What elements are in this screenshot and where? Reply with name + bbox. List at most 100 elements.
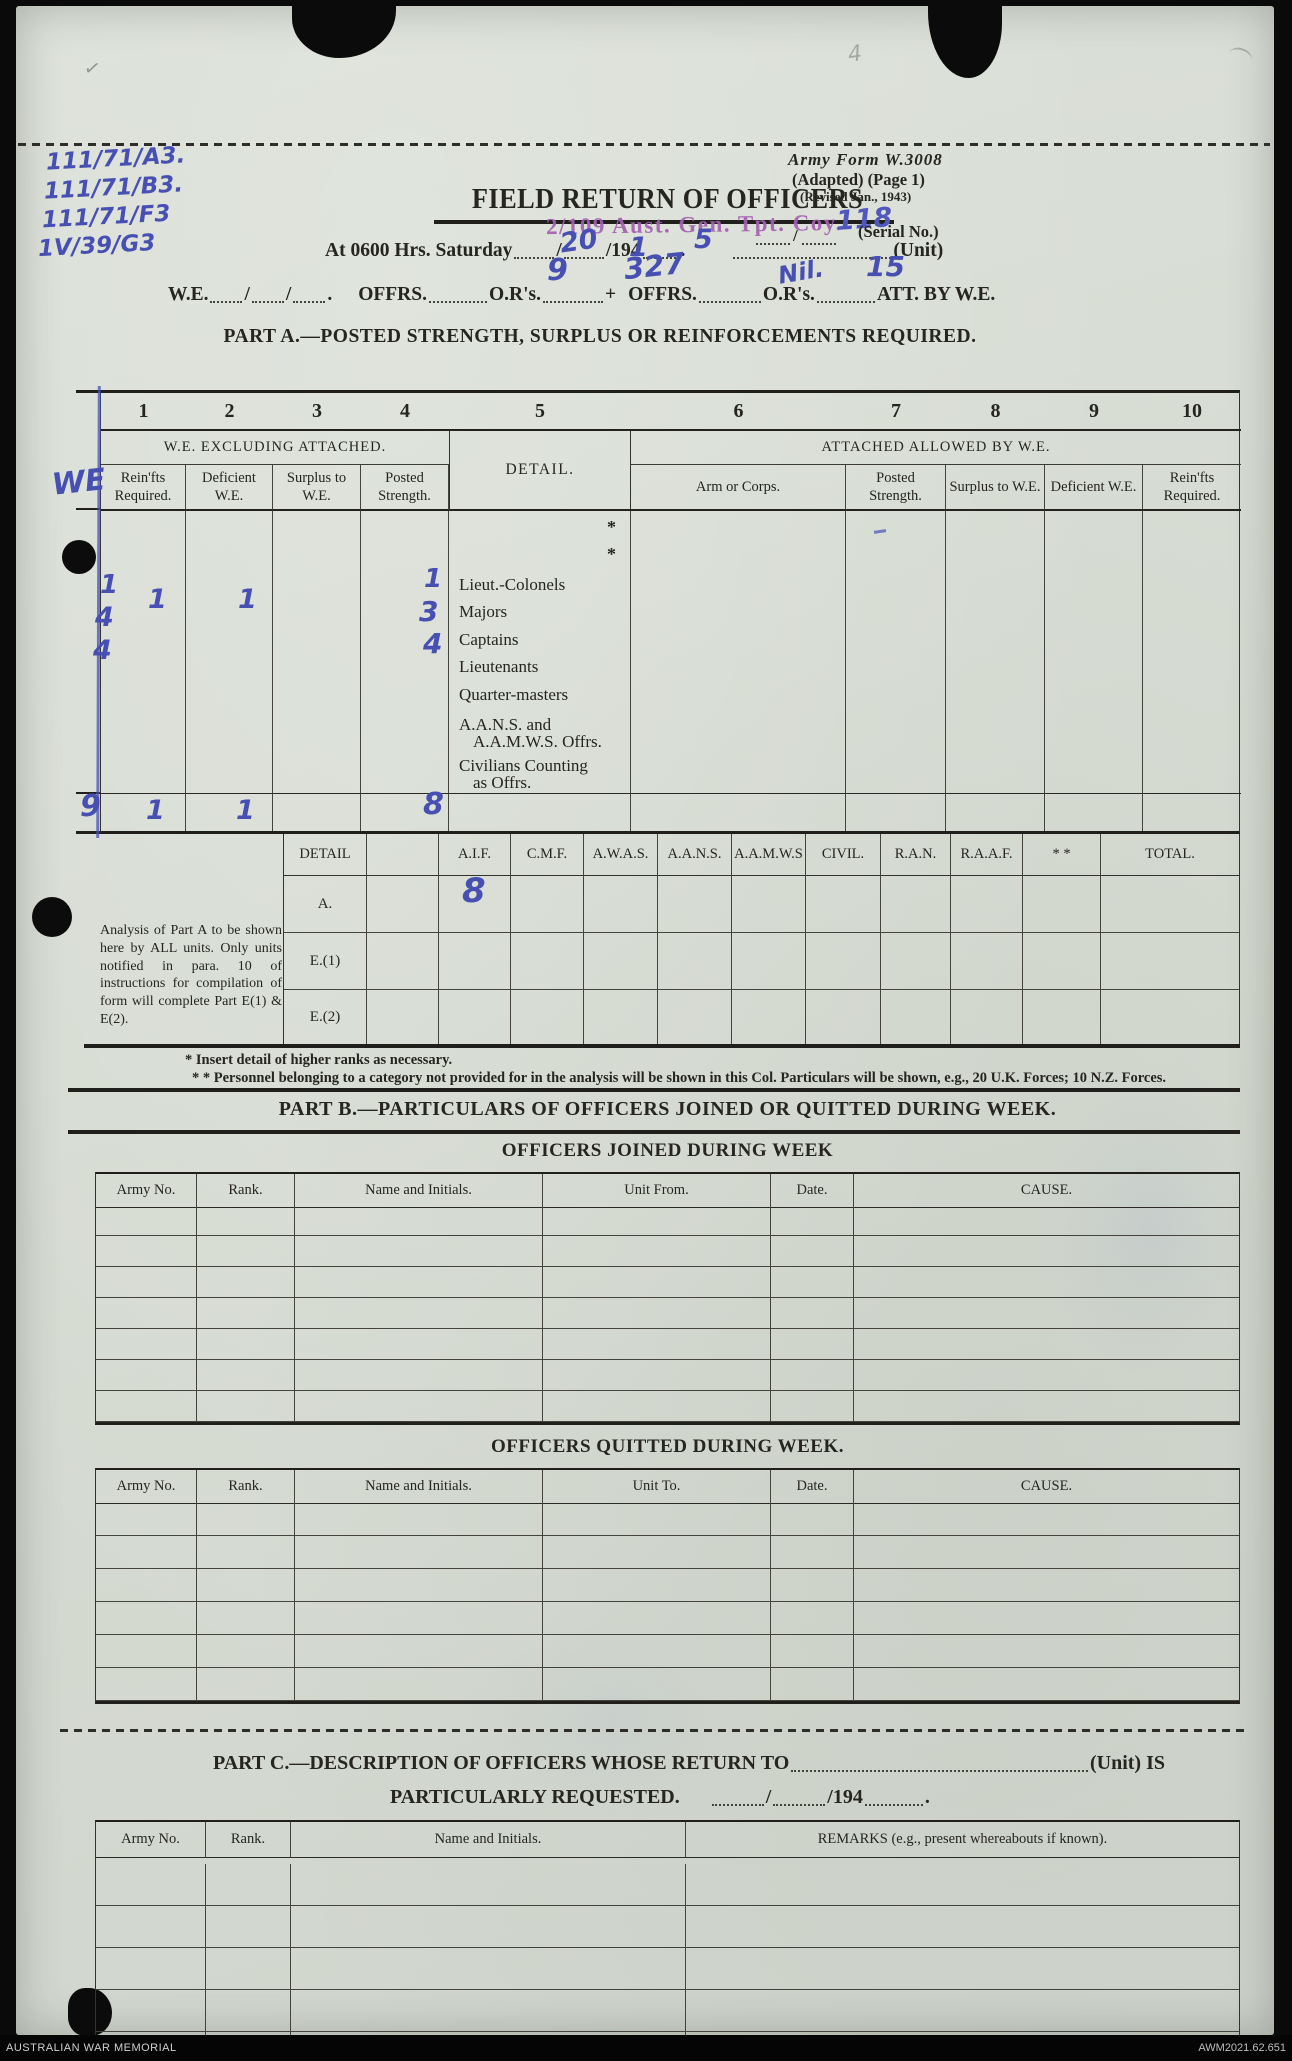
section-rule: [68, 1130, 1240, 1134]
empty-cell: [543, 1569, 771, 1602]
empty-cell: [295, 1360, 543, 1391]
empty-cell: [771, 1329, 854, 1360]
analysis-column-header: [367, 834, 439, 876]
empty-cell: [732, 933, 806, 990]
empty-cell: [206, 1948, 291, 1990]
empty-cell: [771, 1602, 854, 1635]
plus-sign: +: [605, 284, 617, 305]
offrs-label: OFFRS.: [358, 284, 427, 305]
officers-joined-title: OFFICERS JOINED DURING WEEK: [501, 1140, 834, 1161]
column-header: Date.: [771, 1470, 854, 1504]
part-c-heading-line2: PARTICULARLY REQUESTED. / /194.: [390, 1786, 930, 1809]
handwritten-ors: 327: [622, 245, 687, 287]
empty-cell: [367, 990, 439, 1044]
empty-cell: [543, 1668, 771, 1701]
handwritten-total-margin: 9: [80, 789, 101, 824]
body-cell: [361, 511, 449, 794]
column-number: 4: [361, 393, 449, 431]
torn-paper-mark: [68, 1988, 112, 2036]
total-cell: [449, 794, 631, 831]
empty-cell: [96, 1536, 197, 1569]
empty-cell: [197, 1602, 295, 1635]
empty-cell: [854, 1205, 1239, 1236]
empty-cell: [291, 2032, 686, 2035]
rule-extension: [76, 508, 100, 510]
empty-cell: [771, 1391, 854, 1422]
empty-cell: [295, 1635, 543, 1668]
analysis-column-header: R.A.A.F.: [951, 834, 1023, 876]
we-strength-line: W.E. / /. OFFRS. O.R's. + OFFRS. O.R's. ATT. B…: [168, 284, 995, 306]
empty-cell: [367, 933, 439, 990]
analysis-column-header: A.W.A.S.: [584, 834, 658, 876]
column-header: CAUSE.: [854, 1174, 1239, 1208]
column-header: CAUSE.: [854, 1470, 1239, 1504]
empty-cell: [658, 876, 732, 933]
empty-cell: [96, 1391, 197, 1422]
form-adapted-label: (Adapted) (Page 1): [792, 170, 925, 189]
footer-institution: AUSTRALIAN WAR MEMORIAL: [6, 2042, 177, 2054]
column-number: 1: [101, 393, 186, 431]
empty-cell: [543, 1635, 771, 1668]
body-cell: [186, 511, 273, 794]
dotted-leader: [293, 286, 326, 303]
empty-cell: [732, 876, 806, 933]
column-header: Army No.: [96, 1470, 197, 1504]
empty-cell: [1101, 876, 1239, 933]
date-slash: /: [556, 240, 562, 261]
column-number: 2: [186, 393, 273, 431]
handwritten-total-reinfts: 1: [146, 795, 165, 826]
analysis-row-label: A.: [284, 876, 367, 933]
dotted-leader: [816, 286, 875, 303]
analysis-note: Analysis of Part A to be shown here by A…: [100, 923, 282, 1027]
empty-cell: [96, 1236, 197, 1267]
dotted-leader: [251, 286, 284, 303]
empty-cell: [771, 1205, 854, 1236]
empty-cell: [96, 1668, 197, 1701]
column-header: REMARKS (e.g., present whereabouts if kn…: [686, 1822, 1239, 1858]
handwritten-we: WE: [50, 462, 108, 503]
column-number: 5: [449, 393, 631, 431]
empty-cell: [291, 1948, 686, 1990]
column-header: Deficient W.E.: [1045, 465, 1143, 511]
empty-cell: [295, 1569, 543, 1602]
part-c-heading-text: PART C.—DESCRIPTION OF OFFICERS WHOSE RE…: [213, 1752, 790, 1774]
rule-extension: [76, 390, 100, 393]
dashed-cut-line: [18, 143, 1270, 146]
dotted-leader: [428, 286, 487, 303]
rank-label: Civilians Counting as Offrs.: [449, 757, 630, 791]
empty-cell: [197, 1635, 295, 1668]
dotted-leader: [514, 242, 555, 259]
empty-cell: [951, 990, 1023, 1044]
empty-cell: [771, 1360, 854, 1391]
empty-cell: [206, 2032, 291, 2035]
rank-label-line: Civilians Counting: [459, 755, 588, 775]
empty-cell: [881, 990, 951, 1044]
empty-cell: [206, 1864, 291, 1906]
slash: /: [244, 284, 250, 305]
total-cell: [1045, 794, 1143, 831]
year-prefix: /194: [605, 240, 641, 261]
empty-cell: [206, 1990, 291, 2032]
empty-cell: [732, 990, 806, 1044]
empty-cell: [1023, 990, 1101, 1044]
officers-quitted-table: Army No. Rank. Name and Initials. Unit To. D…: [95, 1468, 1240, 1704]
empty-cell: [854, 1236, 1239, 1267]
officers-joined-table: Army No. Rank. Name and Initials. Unit From…: [95, 1172, 1240, 1425]
footnote: * * Personnel belonging to a category no…: [192, 1070, 1167, 1086]
analysis-table: DETAIL A.I.F. C.M.F. A.W.A.S. A.A.N.S. A.A.M.…: [283, 834, 1240, 1044]
empty-cell: [295, 1267, 543, 1298]
column-number: 7: [846, 393, 946, 431]
empty-cell: [854, 1267, 1239, 1298]
ors-attached-label: O.R's.: [762, 284, 815, 305]
att-by-we-label: ATT. BY W.E.: [876, 284, 996, 305]
dotted-leader: [642, 242, 679, 259]
empty-cell: [439, 933, 511, 990]
empty-cell: [295, 1503, 543, 1536]
column-header: Surplus to W.E.: [946, 465, 1045, 511]
column-number: 6: [631, 393, 846, 431]
part-b-heading: PART B.—PARTICULARS OF OFFICERS JOINED O…: [278, 1098, 1057, 1120]
part-a-heading: PART A.—POSTED STRENGTH, SURPLUS OR REIN…: [223, 326, 977, 347]
empty-cell: [511, 990, 584, 1044]
empty-cell: [543, 1503, 771, 1536]
